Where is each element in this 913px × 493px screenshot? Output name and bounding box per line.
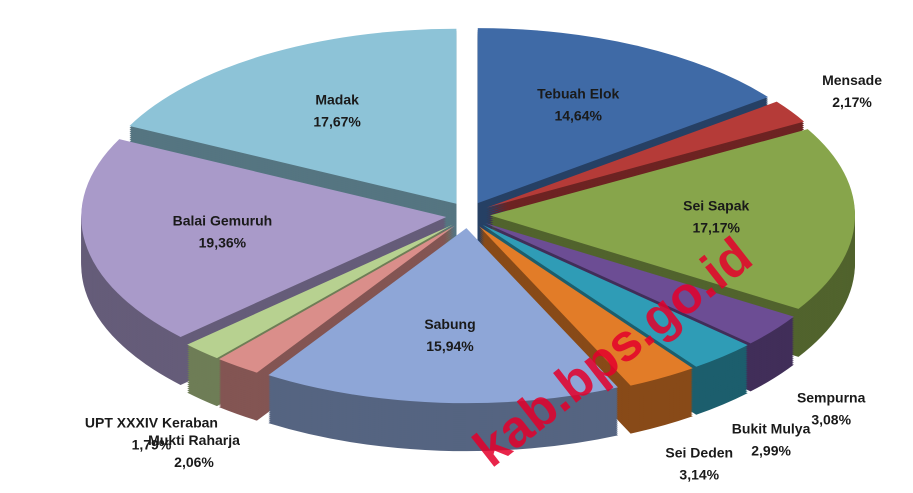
slice-label: Mensade bbox=[822, 72, 882, 88]
value-label: 2,17% bbox=[832, 94, 872, 110]
value-label: 14,64% bbox=[554, 108, 602, 124]
slice bbox=[477, 28, 769, 204]
value-label: 19,36% bbox=[199, 235, 247, 251]
labels: Tebuah Elok 14,64% Mensade 2,17% Sei Sapak 17… bbox=[85, 72, 882, 483]
slice bbox=[268, 228, 618, 404]
slice bbox=[129, 28, 457, 204]
slice-label: Sei Deden bbox=[665, 445, 733, 461]
slice-label: Balai Gemuruh bbox=[173, 213, 273, 229]
value-label: 17,17% bbox=[692, 220, 740, 236]
value-label: 15,94% bbox=[426, 338, 474, 354]
slice bbox=[479, 226, 693, 386]
slice-label: Bukit Mulya bbox=[732, 421, 811, 437]
slice-label: Madak bbox=[315, 91, 359, 107]
value-label: 3,14% bbox=[679, 467, 719, 483]
slice bbox=[486, 101, 805, 208]
value-label: 17,67% bbox=[313, 113, 361, 129]
slice bbox=[219, 225, 455, 373]
slice bbox=[485, 223, 794, 344]
value-label: 2,99% bbox=[751, 443, 791, 459]
slice bbox=[81, 139, 447, 337]
slice bbox=[482, 224, 748, 367]
slice-label: UPT XXXIV Keraban bbox=[85, 415, 218, 431]
slice-label: Tebuah Elok bbox=[537, 86, 619, 102]
slice-label: Sempurna bbox=[797, 390, 866, 406]
slice-label: Mukti Raharja bbox=[148, 432, 240, 448]
slice bbox=[489, 129, 855, 309]
slice-label: Sabung bbox=[424, 316, 475, 332]
pie bbox=[81, 28, 855, 452]
value-label: 1,79% bbox=[132, 437, 172, 453]
slice bbox=[187, 224, 453, 359]
slice-label: Sei Sapak bbox=[683, 198, 749, 214]
value-label: 2,06% bbox=[174, 454, 214, 470]
value-label: 3,08% bbox=[811, 412, 851, 428]
